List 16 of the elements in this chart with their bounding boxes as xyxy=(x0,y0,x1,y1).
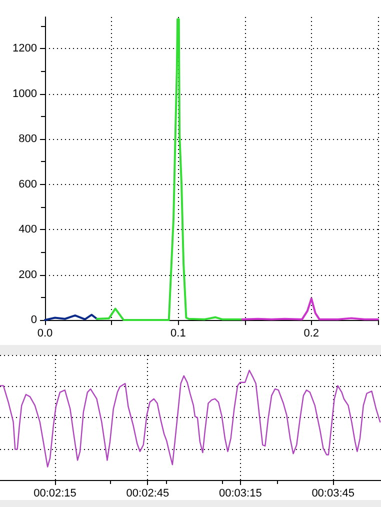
y-tick-label: 200 xyxy=(18,268,37,281)
x-tick-label: 00:02:15 xyxy=(34,488,76,500)
y-tick-label: 0 xyxy=(30,314,37,326)
x-tick-label: 0.0 xyxy=(37,328,53,340)
x-tick-label: 0.1 xyxy=(170,328,186,340)
line-series xyxy=(241,298,379,320)
y-tick-label: 1200 xyxy=(12,42,37,55)
x-tick-label: 0.2 xyxy=(304,328,320,340)
x-tick-label: 00:03:45 xyxy=(312,488,355,500)
x-tick-label: 00:02:45 xyxy=(126,488,170,500)
y-tick-label: 1000 xyxy=(12,88,37,100)
y-tick-label: 400 xyxy=(18,224,37,236)
line-series xyxy=(96,18,244,321)
x-tick-label: 00:03:15 xyxy=(218,488,262,500)
y-tick-label: 800 xyxy=(18,133,37,146)
y-tick-label: 600 xyxy=(18,178,37,190)
